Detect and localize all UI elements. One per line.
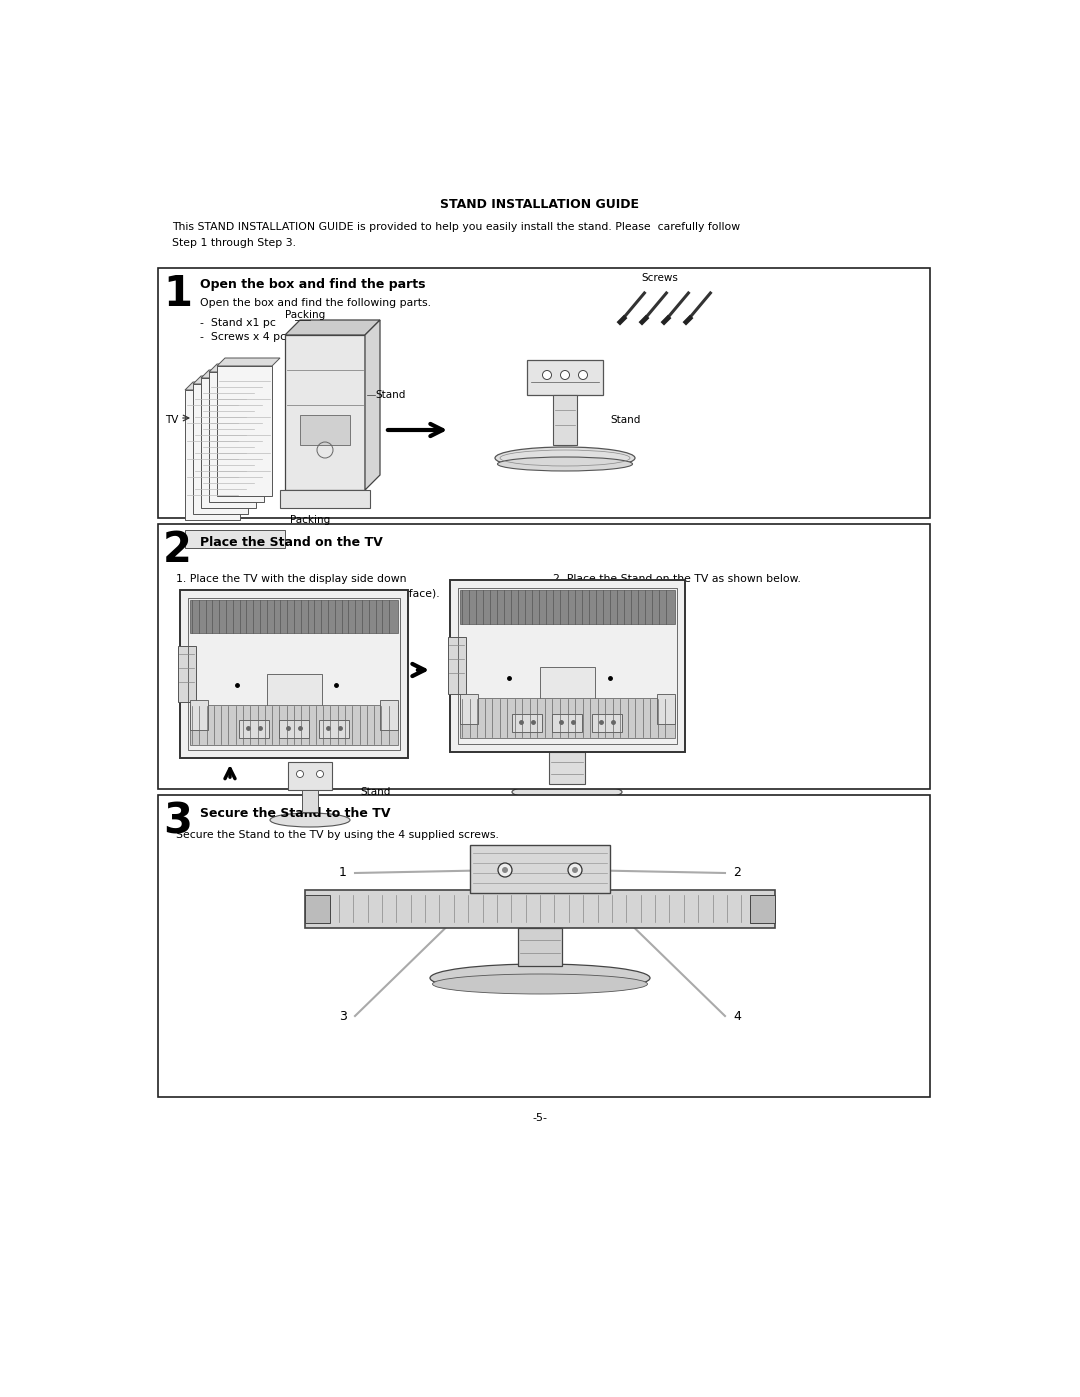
Circle shape xyxy=(502,868,508,873)
Bar xyxy=(512,714,542,732)
Bar xyxy=(380,700,399,731)
Bar xyxy=(450,580,685,752)
Circle shape xyxy=(572,868,578,873)
Bar xyxy=(201,379,256,509)
Bar xyxy=(190,705,399,745)
Bar xyxy=(158,524,930,789)
Text: 1: 1 xyxy=(163,272,192,314)
Bar xyxy=(458,588,677,745)
Text: 3: 3 xyxy=(163,800,192,842)
Circle shape xyxy=(561,370,569,380)
Circle shape xyxy=(579,370,588,380)
Polygon shape xyxy=(285,320,380,335)
Bar xyxy=(158,795,930,1097)
Bar xyxy=(178,645,195,703)
Circle shape xyxy=(568,863,582,877)
Text: 2. Place the Stand on the TV as shown below.: 2. Place the Stand on the TV as shown be… xyxy=(553,574,801,584)
Ellipse shape xyxy=(270,813,350,827)
Text: 2: 2 xyxy=(163,529,192,571)
Bar xyxy=(280,490,370,509)
Bar xyxy=(319,719,349,738)
Bar xyxy=(470,845,610,893)
Bar xyxy=(305,895,330,923)
Bar xyxy=(285,335,365,490)
Polygon shape xyxy=(210,365,272,372)
Bar xyxy=(460,698,675,738)
Ellipse shape xyxy=(432,974,648,995)
Bar xyxy=(193,384,248,514)
Bar xyxy=(279,719,309,738)
Ellipse shape xyxy=(498,457,633,471)
Text: -  Screws x 4 pcs: - Screws x 4 pcs xyxy=(200,332,292,342)
Bar xyxy=(188,598,400,750)
Bar xyxy=(210,372,264,502)
Text: 4: 4 xyxy=(733,1010,741,1023)
Text: This STAND INSTALLATION GUIDE is provided to help you easily install the stand. : This STAND INSTALLATION GUIDE is provide… xyxy=(172,222,740,232)
Text: Open the box and find the following parts.: Open the box and find the following part… xyxy=(200,298,431,307)
Bar xyxy=(552,714,582,732)
Text: 1: 1 xyxy=(339,866,347,880)
Text: Step 1 through Step 3.: Step 1 through Step 3. xyxy=(172,237,296,249)
Bar xyxy=(305,890,775,928)
Bar xyxy=(239,719,269,738)
Text: Stand: Stand xyxy=(360,787,390,798)
Text: -5-: -5- xyxy=(532,1113,548,1123)
Bar xyxy=(460,590,675,624)
Text: Place the Stand on the TV: Place the Stand on the TV xyxy=(200,536,382,549)
Bar xyxy=(657,694,675,724)
Ellipse shape xyxy=(430,964,650,992)
Text: 3: 3 xyxy=(339,1010,347,1023)
Bar xyxy=(158,268,930,518)
Ellipse shape xyxy=(495,447,635,469)
Bar xyxy=(302,789,318,812)
Text: Stand: Stand xyxy=(375,390,405,400)
Bar xyxy=(300,415,350,446)
Bar xyxy=(288,761,332,789)
Polygon shape xyxy=(365,320,380,490)
Circle shape xyxy=(297,771,303,778)
Bar xyxy=(185,529,285,548)
Bar xyxy=(448,637,465,694)
Text: Stand: Stand xyxy=(610,415,640,425)
Circle shape xyxy=(316,771,324,778)
Polygon shape xyxy=(193,376,256,384)
Text: 1. Place the TV with the display side down: 1. Place the TV with the display side do… xyxy=(176,574,406,584)
Text: on a table or desk (flat, totally clean surface).: on a table or desk (flat, totally clean … xyxy=(176,590,440,599)
Circle shape xyxy=(542,370,552,380)
Text: Secure the Stand to the TV by using the 4 supplied screws.: Secure the Stand to the TV by using the … xyxy=(176,830,499,840)
Bar xyxy=(180,590,408,759)
Bar xyxy=(217,366,272,496)
Text: Secure the Stand to the TV: Secure the Stand to the TV xyxy=(200,807,391,820)
Text: STAND INSTALLATION GUIDE: STAND INSTALLATION GUIDE xyxy=(441,198,639,211)
Ellipse shape xyxy=(513,792,621,805)
Text: Packing: Packing xyxy=(289,515,330,525)
Text: Screws: Screws xyxy=(642,272,678,284)
Text: Packing: Packing xyxy=(285,310,325,320)
Bar xyxy=(549,752,585,784)
Ellipse shape xyxy=(512,784,622,800)
Bar xyxy=(750,895,775,923)
Bar xyxy=(553,395,577,446)
Bar xyxy=(190,599,399,633)
Text: TV: TV xyxy=(164,415,178,425)
Bar xyxy=(190,700,208,731)
Polygon shape xyxy=(185,381,248,390)
Bar xyxy=(592,714,622,732)
Bar xyxy=(527,360,603,395)
Bar xyxy=(267,673,322,717)
Text: Open the box and find the parts: Open the box and find the parts xyxy=(200,278,426,291)
Circle shape xyxy=(498,863,512,877)
Bar xyxy=(185,390,240,520)
Text: 2: 2 xyxy=(733,866,741,880)
Text: -  Stand x1 pc: - Stand x1 pc xyxy=(200,319,275,328)
Polygon shape xyxy=(217,358,280,366)
Polygon shape xyxy=(201,370,264,379)
Bar xyxy=(460,694,478,724)
Bar xyxy=(540,666,595,710)
Bar xyxy=(518,928,562,965)
